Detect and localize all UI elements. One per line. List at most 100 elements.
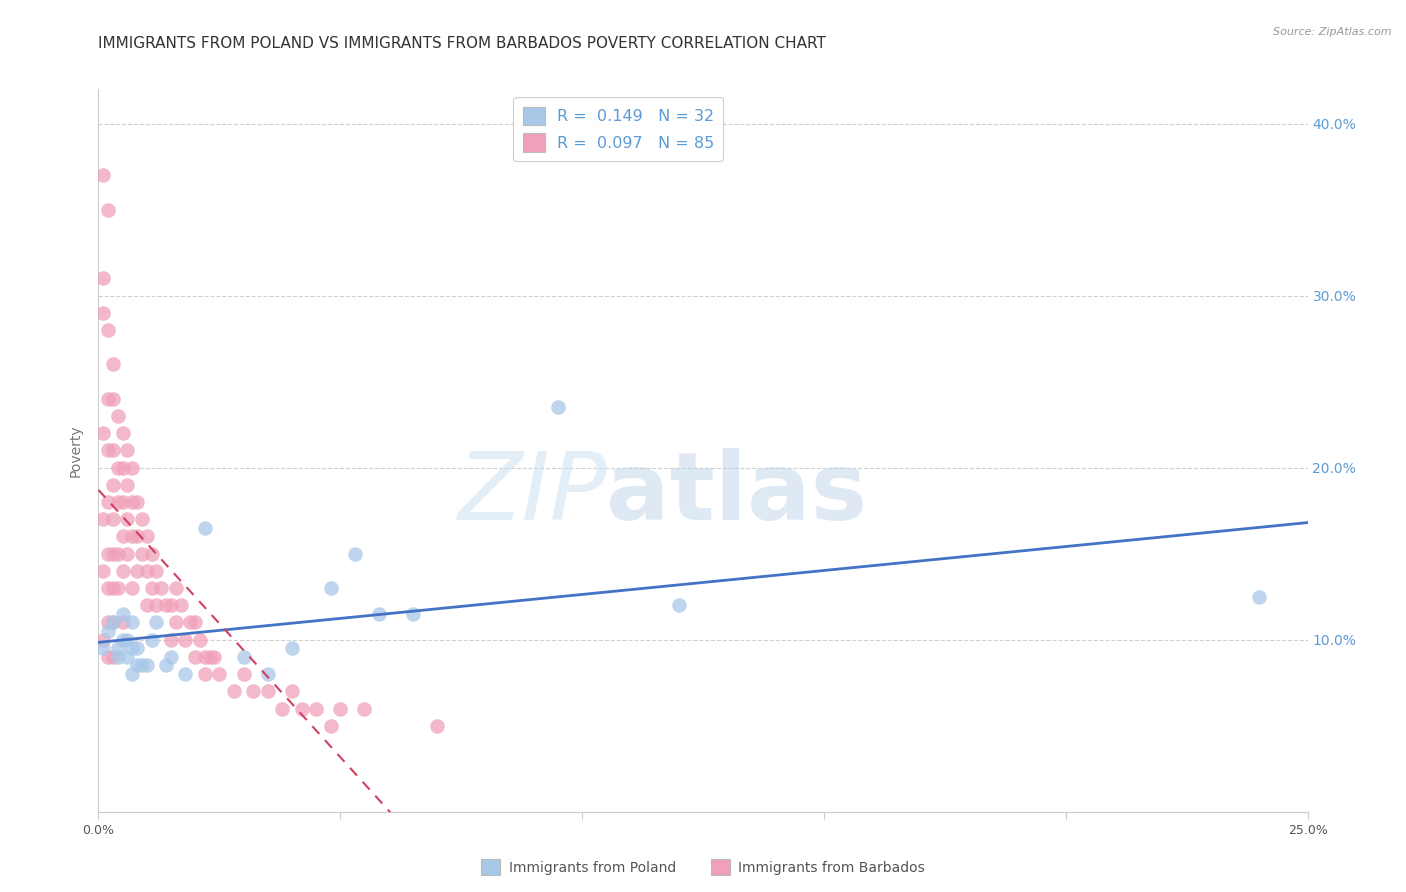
Point: [281, 684, 304, 698]
Point: [91, 641, 114, 656]
Point: [101, 478, 124, 492]
Point: [174, 632, 197, 647]
Point: [256, 667, 278, 681]
Point: [547, 401, 569, 415]
Point: [135, 564, 157, 578]
Point: [131, 512, 153, 526]
Point: [160, 632, 183, 647]
Point: [121, 615, 143, 630]
Point: [319, 581, 342, 595]
Legend: Immigrants from Poland, Immigrants from Barbados: Immigrants from Poland, Immigrants from …: [475, 854, 931, 880]
Point: [194, 521, 217, 535]
Point: [97, 323, 120, 337]
Point: [101, 649, 124, 664]
Point: [91, 512, 114, 526]
Point: [101, 392, 124, 406]
Text: IMMIGRANTS FROM POLAND VS IMMIGRANTS FROM BARBADOS POVERTY CORRELATION CHART: IMMIGRANTS FROM POLAND VS IMMIGRANTS FRO…: [98, 36, 827, 51]
Point: [117, 478, 139, 492]
Point: [131, 658, 153, 673]
Point: [232, 667, 254, 681]
Point: [97, 624, 120, 639]
Point: [97, 202, 120, 217]
Point: [121, 529, 143, 543]
Point: [107, 495, 129, 509]
Point: [343, 547, 366, 561]
Point: [290, 701, 312, 715]
Point: [232, 649, 254, 664]
Point: [368, 607, 391, 621]
Point: [127, 564, 149, 578]
Point: [160, 599, 183, 613]
Point: [281, 641, 304, 656]
Point: [174, 667, 197, 681]
Point: [194, 667, 217, 681]
Point: [198, 649, 221, 664]
Point: [256, 684, 278, 698]
Point: [91, 271, 114, 285]
Point: [101, 615, 124, 630]
Point: [155, 658, 177, 673]
Point: [107, 581, 129, 595]
Point: [117, 649, 139, 664]
Point: [329, 701, 352, 715]
Point: [188, 632, 211, 647]
Point: [135, 529, 157, 543]
Point: [169, 599, 191, 613]
Point: [141, 547, 163, 561]
Point: [111, 426, 134, 441]
Point: [242, 684, 264, 698]
Text: ZIP: ZIP: [457, 449, 606, 540]
Point: [111, 564, 134, 578]
Point: [107, 649, 129, 664]
Text: atlas: atlas: [606, 448, 868, 540]
Point: [271, 701, 294, 715]
Point: [121, 641, 143, 656]
Point: [111, 607, 134, 621]
Point: [668, 599, 690, 613]
Point: [117, 443, 139, 458]
Point: [127, 495, 149, 509]
Point: [107, 547, 129, 561]
Point: [121, 667, 143, 681]
Point: [111, 460, 134, 475]
Point: [194, 649, 217, 664]
Point: [117, 512, 139, 526]
Point: [184, 615, 207, 630]
Point: [107, 409, 129, 423]
Point: [184, 649, 207, 664]
Point: [97, 547, 120, 561]
Point: [127, 529, 149, 543]
Point: [101, 581, 124, 595]
Point: [97, 392, 120, 406]
Point: [135, 658, 157, 673]
Point: [402, 607, 425, 621]
Point: [160, 649, 183, 664]
Point: [208, 667, 231, 681]
Point: [107, 641, 129, 656]
Point: [101, 512, 124, 526]
Point: [305, 701, 328, 715]
Point: [91, 306, 114, 320]
Point: [222, 684, 245, 698]
Point: [111, 495, 134, 509]
Point: [1249, 590, 1271, 604]
Point: [111, 615, 134, 630]
Point: [127, 641, 149, 656]
Point: [145, 615, 167, 630]
Point: [141, 632, 163, 647]
Point: [91, 632, 114, 647]
Point: [121, 581, 143, 595]
Point: [117, 632, 139, 647]
Point: [150, 581, 173, 595]
Point: [101, 547, 124, 561]
Point: [91, 168, 114, 182]
Point: [204, 649, 226, 664]
Point: [141, 581, 163, 595]
Point: [91, 564, 114, 578]
Point: [127, 658, 149, 673]
Legend: R =  0.149   N = 32, R =  0.097   N = 85: R = 0.149 N = 32, R = 0.097 N = 85: [513, 97, 723, 161]
Point: [111, 632, 134, 647]
Point: [117, 547, 139, 561]
Point: [97, 495, 120, 509]
Point: [165, 615, 187, 630]
